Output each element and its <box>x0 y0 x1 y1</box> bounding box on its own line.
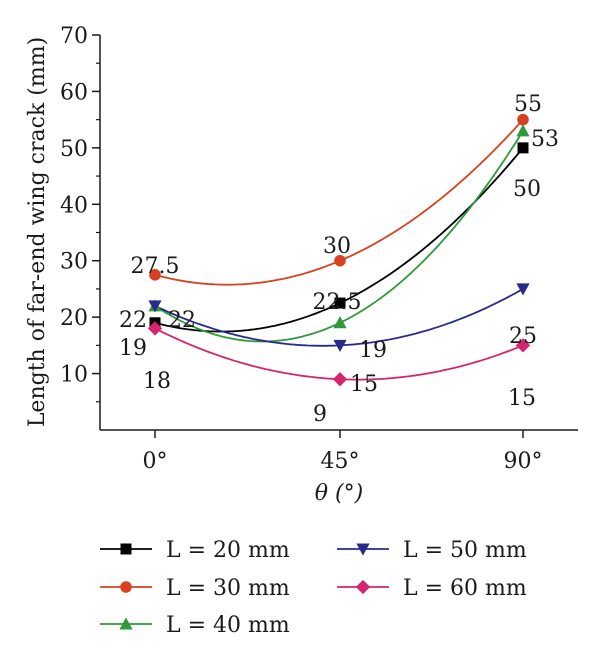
data-label: 15 <box>508 386 536 411</box>
y-tick-label: 10 <box>60 363 88 388</box>
data-point <box>333 339 347 352</box>
y-tick-label: 60 <box>60 80 88 105</box>
legend-label: L = 50 mm <box>403 538 527 563</box>
series-markers <box>147 113 531 387</box>
data-point <box>334 254 346 267</box>
data-label: 30 <box>323 234 351 259</box>
data-label: 18 <box>143 369 171 394</box>
data-point <box>332 372 348 387</box>
legend-label: L = 40 mm <box>166 613 290 638</box>
data-label: 55 <box>514 92 542 117</box>
legend: L = 20 mm L = 30 mm L = 40 mm L = 50 mm L = … <box>100 538 527 638</box>
data-point <box>149 269 161 281</box>
data-label: 19 <box>119 336 147 361</box>
y-tick-label: 30 <box>60 250 88 275</box>
legend-label: L = 20 mm <box>166 538 290 563</box>
data-point <box>517 142 529 154</box>
series-line <box>154 327 524 381</box>
data-label: 19 <box>359 338 387 363</box>
data-label: 9 <box>313 402 327 427</box>
axes: 10 20 30 40 50 60 70 0° 45° 90° θ (°) Length of far… <box>25 24 578 506</box>
data-point <box>515 338 531 353</box>
x-tick-label: 45° <box>321 449 360 474</box>
legend-label: L = 30 mm <box>166 576 290 601</box>
legend-marker <box>355 579 371 595</box>
data-label: 15 <box>350 372 378 397</box>
data-point <box>516 283 530 296</box>
data-point <box>516 124 530 137</box>
data-label: 25 <box>509 324 537 349</box>
data-label: 22 <box>168 308 196 333</box>
data-label: 22 <box>119 308 147 333</box>
legend-marker <box>356 543 370 556</box>
legend-label: L = 60 mm <box>403 576 527 601</box>
legend-marker <box>120 543 132 555</box>
legend-marker <box>120 581 132 593</box>
data-point <box>148 300 162 313</box>
data-label: 53 <box>531 127 559 152</box>
data-point <box>334 297 346 309</box>
y-tick-label: 20 <box>60 306 88 331</box>
x-tick-label: 90° <box>504 449 543 474</box>
data-point <box>147 321 163 336</box>
data-label: 50 <box>513 177 541 202</box>
y-tick-label: 70 <box>60 24 88 49</box>
y-axis-title: Length of far-end wing crack (mm) <box>25 37 50 427</box>
x-tick-label: 0° <box>143 449 168 474</box>
data-label: 27.5 <box>131 254 180 279</box>
y-tick-label: 50 <box>60 137 88 162</box>
data-label: 22.5 <box>313 290 362 315</box>
x-axis-title: θ (°) <box>315 481 363 506</box>
y-tick-label: 40 <box>60 193 88 218</box>
legend-marker <box>119 617 133 630</box>
data-point <box>333 316 347 329</box>
data-point <box>517 113 529 126</box>
data-labels: 27.5 30 55 22 22 19 18 22.5 19 15 9 53 50 25 15 <box>119 92 559 427</box>
